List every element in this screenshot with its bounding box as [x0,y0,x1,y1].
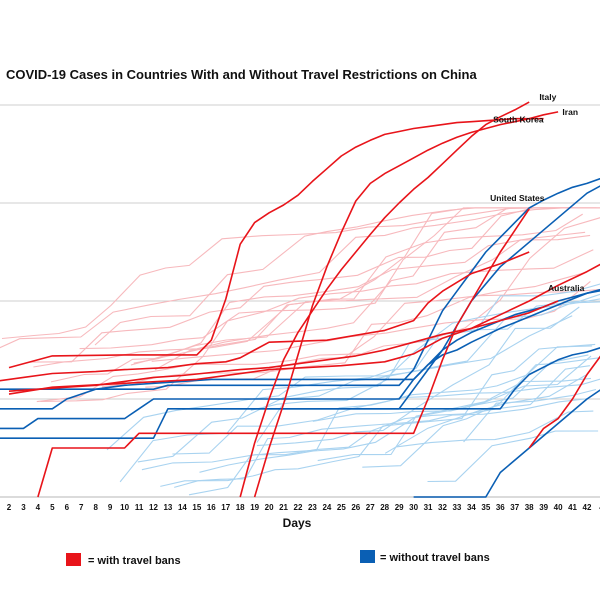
x-tick-label: 24 [322,503,331,512]
background-line-noban [317,377,591,462]
x-tick-label: 7 [79,503,84,512]
series-line-noban-a [0,185,600,410]
legend-label-ban: = with travel bans [88,555,181,567]
x-tick-label: 19 [250,503,259,512]
background-line-noban [256,306,580,447]
x-tick-label: 20 [265,503,274,512]
background-line-ban [133,231,586,364]
background-line-noban [174,397,590,488]
background-line-noban [199,355,592,473]
x-tick-label: 32 [438,503,447,512]
x-tick-label: 34 [467,503,476,512]
x-tick-label: 41 [568,503,577,512]
x-tick-label: 28 [380,503,389,512]
background-line-noban [137,298,600,463]
background-line-ban [29,207,575,363]
background-line-noban [427,430,599,483]
x-tick-label: 23 [308,503,317,512]
background-series [0,207,600,496]
series-line-ban-f [0,251,530,382]
background-line-noban [312,354,589,422]
x-tick-label: 12 [149,503,158,512]
series-line-south-korea [8,117,544,369]
callout-united-states: United States [490,193,545,203]
x-axis-label: Days [283,516,312,530]
x-tick-label: 18 [236,503,245,512]
x-tick-label: 30 [409,503,418,512]
gridlines [0,104,600,498]
legend-swatch-noban [360,550,375,563]
x-tick-label: 36 [496,503,505,512]
callout-italy: Italy [539,92,556,102]
x-tick-label: 35 [481,503,490,512]
x-tick-label: 22 [294,503,303,512]
callout-iran: Iran [562,107,578,117]
x-tick-label: 3 [21,503,26,512]
x-tick-label: 42 [583,503,592,512]
background-line-ban [40,249,594,403]
background-line-ban [101,272,585,388]
background-line-ban [130,207,600,366]
series-line-ban-h [528,355,600,449]
x-tick-label: 29 [395,503,404,512]
x-axis-ticks: 2 3 4 5 6 7 8 9 10 11 12 13 14 15 16 17 18 19 20 21 22 23 24 25… [7,503,600,512]
x-tick-label: 27 [366,503,375,512]
x-tick-label: 17 [221,503,230,512]
background-line-ban [0,207,600,349]
series-line-iran [253,111,559,498]
background-line-noban [160,343,596,487]
series-callouts: Italy South Korea Iran United States Austral… [490,92,584,293]
x-tick-label: 11 [135,503,144,512]
x-tick-label: 6 [65,503,70,512]
chart-title: COVID-19 Cases in Countries With and Wit… [6,67,477,82]
x-tick-label: 16 [207,503,216,512]
background-line-noban [250,293,600,411]
callout-australia: Australia [548,283,585,293]
background-line-ban [79,207,597,350]
series-line-australia [8,263,600,395]
x-tick-label: 39 [539,503,548,512]
background-line-noban [384,374,587,454]
series-line-ban-g [8,300,559,392]
x-tick-label: 25 [337,503,346,512]
background-line-noban [106,315,573,451]
series-line-noban-b [0,177,600,391]
legend-label-noban: = without travel bans [380,552,490,564]
series-line-italy [239,101,530,498]
x-tick-label: 8 [93,503,98,512]
series-lines [0,101,600,498]
x-tick-label: 5 [50,503,55,512]
x-tick-label: 33 [452,503,461,512]
x-tick-label: 40 [554,503,563,512]
x-tick-label: 13 [163,503,172,512]
x-tick-label: 37 [510,503,519,512]
background-line-noban [463,388,597,443]
x-tick-label: 15 [192,503,201,512]
x-tick-label: 14 [178,503,187,512]
series-line-noban-c [0,289,600,430]
x-tick-label: 21 [279,503,288,512]
background-line-ban [36,217,600,403]
callout-south-korea: South Korea [493,115,544,125]
x-tick-label: 10 [120,503,129,512]
x-tick-label: 26 [351,503,360,512]
background-line-ban [1,207,600,340]
background-line-ban [154,213,583,371]
x-tick-label: 4 [36,503,41,512]
series-line-united-states [37,208,530,498]
background-line-noban [188,378,600,496]
x-tick-label: 31 [424,503,433,512]
background-line-ban [94,207,577,346]
background-line-ban [33,207,574,368]
series-line-noban-f [182,347,600,410]
x-tick-label: 9 [108,503,113,512]
x-tick-label: 38 [525,503,534,512]
legend-swatch-ban [66,553,81,566]
x-tick-label: 2 [7,503,12,512]
series-line-noban-e [413,389,600,498]
background-line-noban [396,410,594,448]
